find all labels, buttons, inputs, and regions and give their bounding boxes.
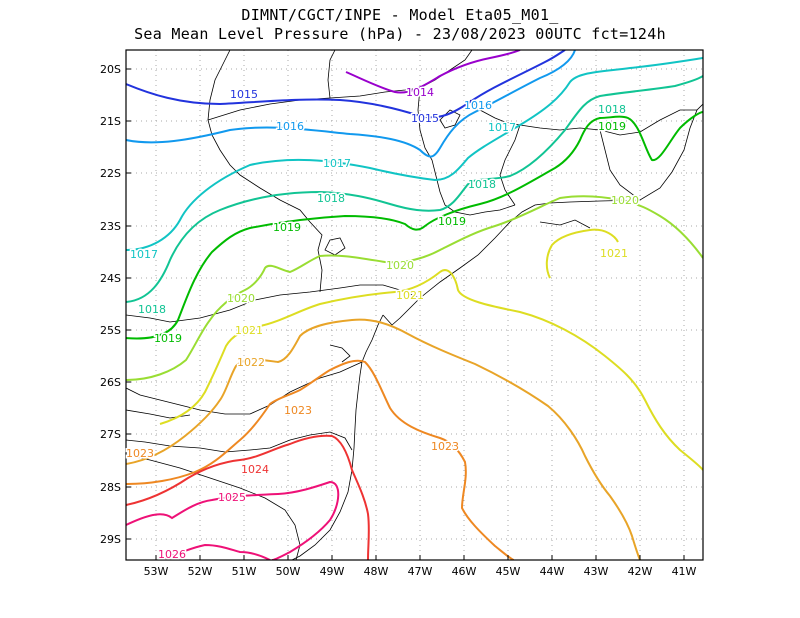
contour-label: 1023	[126, 447, 154, 460]
contour-label: 1015	[411, 112, 439, 125]
contour-label: 1017	[488, 121, 516, 134]
lon-label: 51W	[232, 565, 257, 578]
isobar-1016	[126, 50, 576, 158]
lat-label: 29S	[100, 533, 121, 546]
contour-label: 1021	[396, 289, 424, 302]
lat-label: 25S	[100, 324, 121, 337]
contour-label: 1021	[235, 324, 263, 337]
contour-label: 1019	[438, 215, 466, 228]
isobar-1021-east	[545, 228, 619, 279]
lat-label: 28S	[100, 481, 121, 494]
isobar-1017	[126, 57, 703, 251]
lon-label: 44W	[540, 565, 565, 578]
contour-label: 1019	[273, 221, 301, 234]
lon-label: 48W	[364, 565, 389, 578]
contour-label: 1016	[464, 99, 492, 112]
isobar-1020	[126, 195, 703, 381]
lat-label: 20S	[100, 63, 121, 76]
contour-label: 1023	[284, 404, 312, 417]
lat-label: 27S	[100, 428, 121, 441]
contour-label: 1016	[276, 120, 304, 133]
lat-label: 24S	[100, 272, 121, 285]
isobar-1024	[126, 434, 370, 560]
longitude-labels: 53W 52W 51W 50W 49W 48W 47W 46W 45W 44W …	[144, 565, 697, 578]
isobar-1019	[126, 111, 703, 340]
contour-label: 1018	[317, 192, 345, 205]
contour-label: 1020	[386, 259, 414, 272]
contour-label: 1014	[406, 86, 434, 99]
contour-label: 1015	[230, 88, 258, 101]
contour-label: 1022	[237, 356, 265, 369]
plot-frame	[125, 49, 704, 561]
lon-label: 53W	[144, 565, 169, 578]
lon-label: 41W	[672, 565, 697, 578]
lon-label: 50W	[276, 565, 301, 578]
contour-label: 1024	[241, 463, 269, 476]
lon-label: 52W	[188, 565, 213, 578]
lat-label: 22S	[100, 167, 121, 180]
lon-label: 46W	[452, 565, 477, 578]
contour-label: 1020	[227, 292, 255, 305]
lon-label: 43W	[584, 565, 609, 578]
contour-label: 1017	[323, 157, 351, 170]
contour-label: 1021	[600, 247, 628, 260]
contour-label: 1020	[611, 194, 639, 207]
map-boundaries	[126, 50, 703, 560]
lon-label: 47W	[408, 565, 433, 578]
lat-label: 23S	[100, 220, 121, 233]
contour-label: 1019	[154, 332, 182, 345]
isobar-1026	[159, 543, 271, 560]
tick-marks	[126, 68, 685, 560]
isobar-1023	[126, 359, 515, 560]
isobar-1022	[126, 318, 641, 560]
latitude-labels: 20S 21S 22S 23S 24S 25S 26S 27S 28S 29S	[100, 63, 121, 546]
isobars	[126, 50, 703, 560]
isobar-1014	[345, 50, 521, 94]
contour-label: 1019	[598, 120, 626, 133]
isobar-1018	[126, 75, 703, 303]
lon-label: 42W	[628, 565, 653, 578]
contour-label: 1025	[218, 491, 246, 504]
lat-label: 21S	[100, 115, 121, 128]
map-title: DIMNT/CGCT/INPE - Model Eta05_M01_	[241, 6, 559, 24]
isobar-1015	[126, 50, 566, 119]
lat-label: 26S	[100, 376, 121, 389]
lon-label: 49W	[320, 565, 345, 578]
contour-label: 1018	[138, 303, 166, 316]
isobar-1021	[159, 269, 703, 471]
map-subtitle: Sea Mean Level Pressure (hPa) - 23/08/20…	[134, 25, 666, 43]
contour-label: 1026	[158, 548, 186, 561]
contour-label: 1017	[130, 248, 158, 261]
contour-labels: 1014 1015 1015 1016 1016 1017 1017 1017 …	[125, 85, 641, 563]
isobar-1025	[126, 480, 340, 560]
contour-label: 1018	[598, 103, 626, 116]
contour-label: 1023	[431, 440, 459, 453]
contour-label: 1018	[468, 178, 496, 191]
lon-label: 45W	[496, 565, 521, 578]
